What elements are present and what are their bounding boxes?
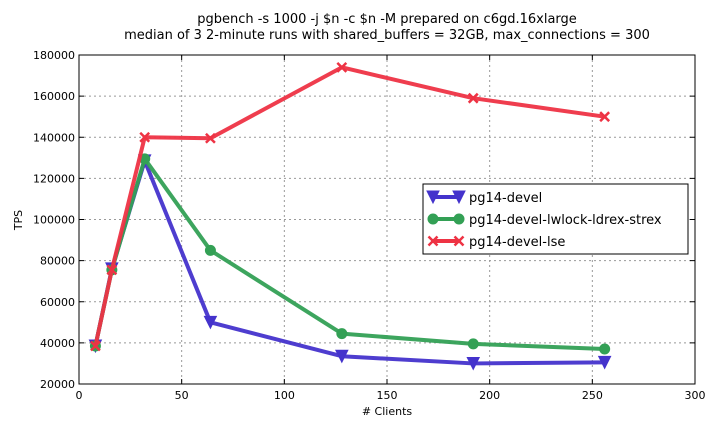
legend-marker bbox=[453, 235, 465, 247]
data-point bbox=[90, 340, 101, 352]
data-point bbox=[139, 131, 151, 143]
chart-subtitle: median of 3 2-minute runs with shared_bu… bbox=[124, 28, 650, 43]
y-tick-label: 100000 bbox=[33, 214, 75, 227]
x-tick-label: 300 bbox=[685, 389, 706, 402]
data-point bbox=[335, 349, 349, 364]
y-tick-label: 160000 bbox=[33, 90, 75, 103]
x-tick-label: 250 bbox=[582, 389, 603, 402]
legend-marker bbox=[453, 213, 465, 225]
data-point bbox=[204, 244, 216, 256]
series-layer bbox=[88, 61, 612, 371]
data-point bbox=[205, 132, 216, 144]
legend-marker bbox=[427, 213, 439, 225]
y-tick-label: 20000 bbox=[40, 378, 75, 391]
chart-title: pgbench -s 1000 -j $n -c $n -M prepared … bbox=[197, 12, 577, 27]
data-point bbox=[599, 111, 611, 123]
x-tick-label: 100 bbox=[274, 389, 295, 402]
legend-label: pg14-devel-lwlock-ldrex-strex bbox=[469, 213, 662, 228]
legend-marker bbox=[427, 235, 439, 247]
y-tick-label: 120000 bbox=[33, 172, 75, 185]
y-axis-label: TPS bbox=[12, 210, 25, 231]
legend-marker bbox=[452, 190, 466, 205]
y-tick-label: 80000 bbox=[40, 255, 75, 268]
data-point bbox=[467, 92, 479, 104]
data-point bbox=[466, 356, 481, 371]
data-point bbox=[599, 343, 611, 355]
x-tick-label: 50 bbox=[175, 389, 189, 402]
y-tick-label: 140000 bbox=[33, 131, 75, 144]
legend-label: pg14-devel-lse bbox=[469, 235, 565, 250]
data-point bbox=[106, 264, 118, 276]
data-point bbox=[597, 355, 612, 370]
x-tick-label: 150 bbox=[377, 389, 398, 402]
legend: pg14-devel pg14-devel-lwlock-ldrex-strex p… bbox=[422, 183, 689, 255]
data-point bbox=[336, 328, 348, 340]
data-point bbox=[336, 61, 348, 73]
x-tick-label: 0 bbox=[76, 389, 83, 402]
x-axis-label: # Clients bbox=[362, 405, 413, 418]
legend-label: pg14-devel bbox=[469, 191, 542, 206]
y-tick-label: 180000 bbox=[33, 49, 75, 62]
legend-marker bbox=[426, 190, 440, 205]
data-point bbox=[467, 338, 479, 350]
y-tick-label: 40000 bbox=[40, 337, 75, 350]
legend-box bbox=[422, 183, 689, 255]
x-tick-label: 200 bbox=[479, 389, 500, 402]
axis-ticks: 0 50 100 150 200 250 300 20000 40000 60000 80000 10… bbox=[33, 49, 706, 402]
data-point bbox=[203, 315, 218, 330]
y-tick-label: 60000 bbox=[40, 296, 75, 309]
series-2 bbox=[90, 61, 611, 352]
